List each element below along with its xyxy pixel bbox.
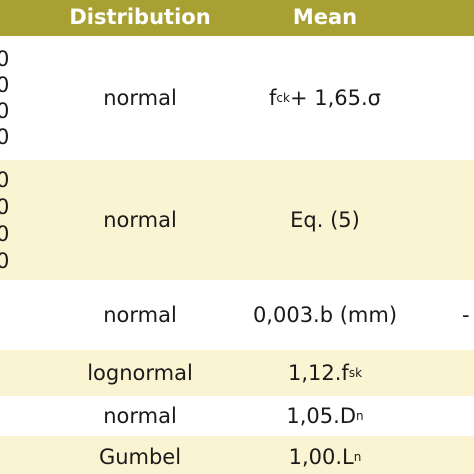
- table-row: lognormal 1,12.f sk: [0, 350, 474, 396]
- cell-distribution: normal: [103, 303, 177, 327]
- cell-distribution: lognormal: [87, 361, 193, 385]
- left-digits: 0 0 0 0: [0, 36, 16, 160]
- table-row: normal 0,003.b (mm) -: [0, 280, 474, 350]
- mean-subscript: n: [356, 409, 364, 423]
- digit: 0: [0, 248, 10, 273]
- digit: 0: [0, 99, 10, 123]
- digit: 0: [0, 73, 10, 97]
- cell-mean: 1,00.L n: [225, 436, 425, 474]
- digit: 0: [0, 125, 10, 149]
- mean-text-suffix: + 1,65.σ: [289, 86, 381, 110]
- cell-distribution: normal: [103, 208, 177, 232]
- cell-distribution: Gumbel: [98, 445, 182, 469]
- digit: 0: [0, 221, 10, 246]
- digit: 0: [0, 194, 10, 219]
- mean-text: 1,05.D: [286, 404, 356, 428]
- cell-distribution: normal: [103, 86, 177, 110]
- left-digits: 0 0 0 0: [0, 160, 16, 280]
- table-row: 0 0 0 0 normal Eq. (5): [0, 160, 474, 280]
- table-header: Distribution Mean: [0, 0, 474, 36]
- mean-subscript: sk: [348, 366, 363, 380]
- cell-distribution: normal: [103, 404, 177, 428]
- table-row: Gumbel 1,00.L n: [0, 436, 474, 474]
- cell-mean: 1,05.D n: [225, 396, 425, 436]
- right-mark: -: [462, 303, 470, 327]
- header-distribution: Distribution: [69, 5, 211, 29]
- mean-text: f: [269, 86, 277, 110]
- mean-subscript: ck: [276, 91, 290, 105]
- mean-text: 1,12.f: [287, 361, 349, 385]
- cell-mean: Eq. (5): [290, 208, 360, 232]
- cell-mean: 1,12.f sk: [225, 350, 425, 396]
- table-row: 0 0 0 0 normal f ck + 1,65.σ: [0, 36, 474, 160]
- mean-subscript: n: [353, 450, 362, 464]
- table-row: normal 1,05.D n: [0, 396, 474, 436]
- cell-mean: 0,003.b (mm): [252, 303, 398, 327]
- cell-mean: f ck + 1,65.σ: [225, 36, 425, 160]
- header-mean: Mean: [292, 5, 358, 29]
- digit: 0: [0, 47, 10, 71]
- digit: 0: [0, 167, 10, 192]
- mean-text: 1,00.L: [288, 445, 354, 469]
